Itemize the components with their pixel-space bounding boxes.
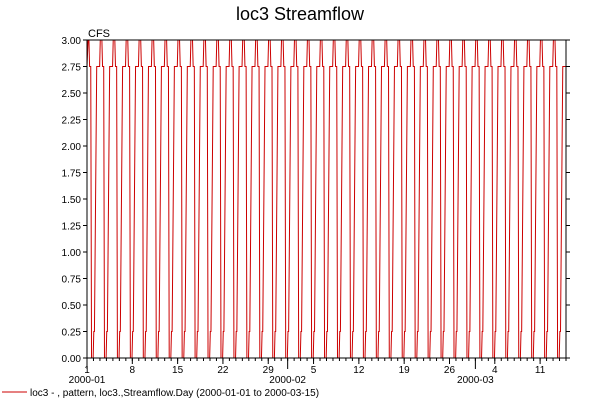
x-tick-label: 26 [444, 365, 456, 376]
x-tick-label: 11 [535, 365, 546, 376]
y-tick-label: 0.25 [62, 328, 82, 339]
y-tick-label: 0.75 [62, 275, 82, 286]
y-tick-label: 2.00 [62, 142, 82, 153]
y-axis-label: CFS [88, 28, 110, 40]
x-tick-label: 5 [311, 365, 317, 376]
x-tick-label: 15 [172, 365, 184, 376]
series-line [86, 39, 566, 359]
legend-label: loc3 - , pattern, loc3.,Streamflow.Day (… [30, 388, 319, 399]
x-tick-label: 4 [492, 365, 498, 376]
x-major-label: 2000-01 [69, 375, 106, 386]
x-tick-label: 1 [84, 365, 90, 376]
x-major-label: 2000-03 [457, 375, 494, 386]
x-tick-label: 19 [399, 365, 411, 376]
plot-frame [86, 39, 567, 359]
x-axis: 1 8 15 22 29 5 12 19 26 4 11 2000-01 2000-02 2000-03 [69, 358, 567, 386]
y-tick-label: 0.50 [62, 301, 82, 312]
y-tick-label: 0.00 [62, 354, 82, 365]
y-tick-label: 1.50 [62, 195, 82, 206]
plot-area [86, 39, 566, 359]
y-tick-label: 1.75 [62, 169, 82, 180]
y-tick-label: 3.00 [62, 36, 82, 47]
x-major-label: 2000-02 [269, 375, 306, 386]
x-tick-label: 12 [353, 365, 365, 376]
y-tick-label: 2.75 [62, 63, 82, 74]
chart-title: loc3 Streamflow [236, 4, 365, 24]
y-tick-label: 1.00 [62, 248, 82, 259]
y-tick-label: 2.25 [62, 116, 82, 127]
x-tick-label: 22 [217, 365, 229, 376]
x-tick-label: 29 [263, 365, 275, 376]
y-tick-label: 1.25 [62, 222, 82, 233]
y-tick-label: 2.50 [62, 89, 82, 100]
x-tick-label: 8 [130, 365, 136, 376]
legend: loc3 - , pattern, loc3.,Streamflow.Day (… [2, 388, 319, 399]
y-axis: 0.00 0.25 0.50 0.75 1.00 1.25 1.50 1.75 2.00 2.25… [62, 36, 570, 365]
